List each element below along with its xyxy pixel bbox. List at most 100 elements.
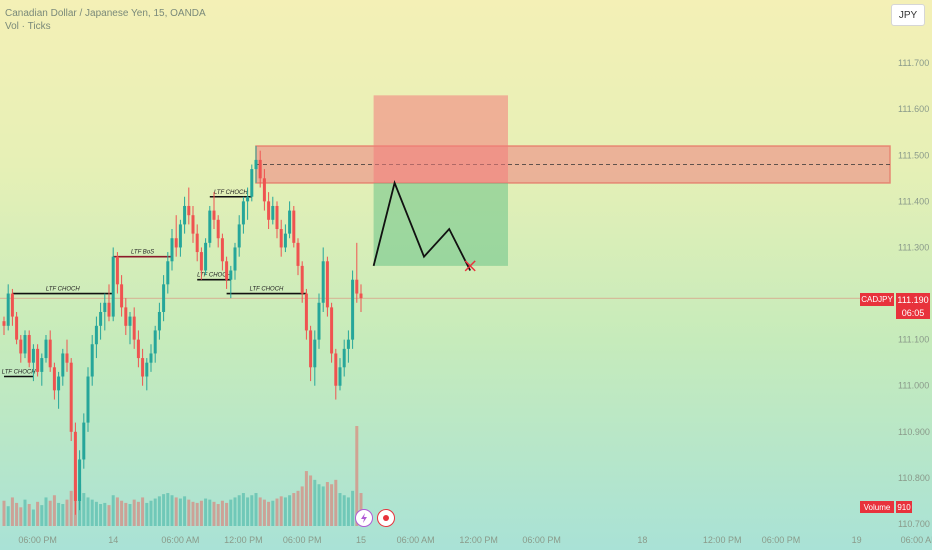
volume-bar <box>241 493 245 526</box>
candle-body <box>166 261 170 285</box>
candle-body <box>309 330 313 368</box>
candle-body <box>6 293 10 326</box>
candle-body <box>94 325 98 345</box>
candle-body <box>208 210 212 243</box>
y-tick-label: 111.500 <box>898 150 929 160</box>
candle-body <box>359 293 363 299</box>
lightning-icon[interactable] <box>355 509 373 527</box>
volume-bar <box>262 499 266 526</box>
volume-bar <box>183 496 187 526</box>
x-tick-label: 06:00 AM <box>161 535 199 545</box>
candle-body <box>275 205 279 230</box>
y-tick-label: 111.100 <box>898 335 929 345</box>
volume-bar <box>153 498 157 526</box>
candle-body <box>157 311 161 331</box>
candle-body <box>10 293 14 317</box>
volume-bar <box>52 495 56 526</box>
volume-bar <box>149 500 153 526</box>
volume-bar <box>300 486 304 526</box>
volume-bar <box>296 490 300 526</box>
y-tick-label: 111.700 <box>898 58 929 68</box>
candle-body <box>73 431 77 501</box>
currency-button[interactable]: JPY <box>891 4 925 26</box>
stop-loss-zone <box>373 95 508 183</box>
volume-bar <box>351 490 355 526</box>
volume-bar <box>27 504 31 526</box>
candle-body <box>220 238 224 262</box>
record-icon[interactable] <box>377 509 395 527</box>
volume-bar <box>145 502 149 526</box>
volume-bar <box>6 506 10 526</box>
x-tick-label: 14 <box>108 535 118 545</box>
volume-bar <box>321 486 325 526</box>
volume-bar <box>330 484 334 526</box>
volume-bar <box>229 499 233 526</box>
volume-bar <box>141 497 145 526</box>
volume-bar <box>166 493 170 526</box>
volume-bar <box>212 501 216 526</box>
candle-body <box>136 339 140 359</box>
volume-bar <box>309 475 313 526</box>
volume-bar <box>254 493 258 526</box>
volume-bar <box>325 482 329 526</box>
volume-bar <box>246 497 250 526</box>
candle-body <box>216 219 220 239</box>
candle-body <box>191 215 195 234</box>
volume-bar <box>36 501 40 526</box>
volume-bar <box>31 509 35 526</box>
y-tick-label: 110.900 <box>898 427 930 437</box>
volume-bar <box>178 498 182 526</box>
symbol-tag: CADJPY <box>860 293 894 306</box>
structure-level-label: LTF CHOCH <box>250 287 284 293</box>
take-profit-zone <box>373 182 508 266</box>
structure-level-label: LTF CHOCH <box>2 370 36 376</box>
candle-body <box>246 196 250 202</box>
candle-body <box>174 238 178 248</box>
volume-bar <box>170 495 174 526</box>
candle-body <box>44 339 48 359</box>
x-tick-label: 06:00 PM <box>522 535 561 545</box>
x-tick-label: 12:00 PM <box>703 535 742 545</box>
volume-bar <box>124 502 128 526</box>
volume-bar <box>103 502 107 526</box>
volume-bar <box>115 497 119 526</box>
x-tick-label: 18 <box>637 535 647 545</box>
candle-body <box>27 335 31 363</box>
candle-body <box>52 367 56 391</box>
candle-body <box>2 321 6 326</box>
candle-body <box>145 362 149 377</box>
candle-body <box>86 376 90 423</box>
volume-bar <box>187 499 191 526</box>
candle-body <box>128 316 132 326</box>
candle-body <box>271 205 275 220</box>
candle-body <box>342 348 346 368</box>
candle-body <box>31 348 35 363</box>
candle-body <box>212 210 216 220</box>
candle-body <box>283 233 287 248</box>
structure-level-label: LTF CHOCH <box>46 287 80 293</box>
candle-body <box>233 247 237 271</box>
candle-body <box>178 224 182 248</box>
candle-body <box>325 261 329 308</box>
volume-bar <box>283 497 287 526</box>
y-tick-label: 110.700 <box>898 519 930 529</box>
candle-body <box>317 302 321 340</box>
y-tick-label: 111.300 <box>898 242 929 252</box>
volume-bar <box>23 499 27 526</box>
candle-body <box>267 201 271 220</box>
candle-body <box>153 330 157 354</box>
candle-body <box>141 358 145 377</box>
volume-bar <box>132 499 136 526</box>
volume-bar <box>128 504 132 526</box>
candle-body <box>355 279 359 294</box>
candle-body <box>250 169 254 197</box>
volume-bar <box>10 497 14 526</box>
candle-body <box>90 344 94 377</box>
volume-bar <box>199 500 203 526</box>
volume-bar <box>191 501 195 526</box>
candle-body <box>351 279 355 340</box>
x-tick-label: 06:00 AM <box>901 535 932 545</box>
volume-bar <box>346 497 350 526</box>
